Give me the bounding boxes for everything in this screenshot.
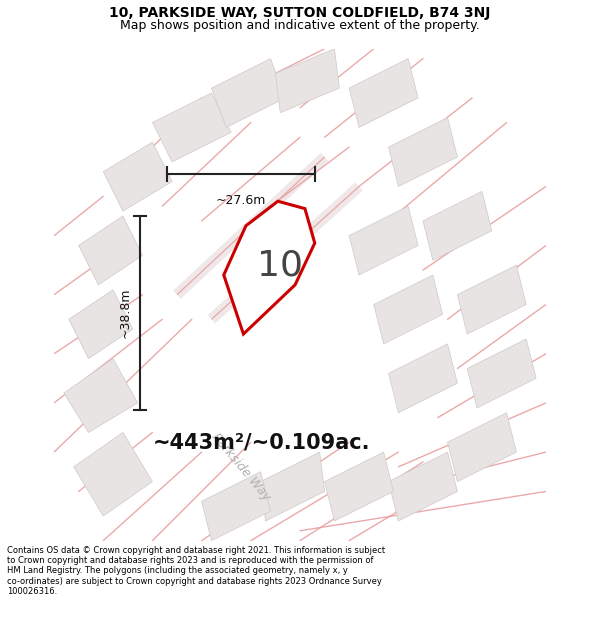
Polygon shape <box>79 216 143 285</box>
Text: Map shows position and indicative extent of the property.: Map shows position and indicative extent… <box>120 19 480 32</box>
Text: 10, PARKSIDE WAY, SUTTON COLDFIELD, B74 3NJ: 10, PARKSIDE WAY, SUTTON COLDFIELD, B74 … <box>109 6 491 20</box>
Polygon shape <box>349 206 418 275</box>
Text: ~27.6m: ~27.6m <box>216 194 266 207</box>
Text: Contains OS data © Crown copyright and database right 2021. This information is : Contains OS data © Crown copyright and d… <box>7 546 385 596</box>
Polygon shape <box>389 452 457 521</box>
Polygon shape <box>103 142 172 211</box>
Polygon shape <box>389 344 457 412</box>
Polygon shape <box>224 201 315 334</box>
Polygon shape <box>448 412 517 482</box>
Polygon shape <box>423 191 492 260</box>
Polygon shape <box>457 265 526 334</box>
Polygon shape <box>275 49 340 112</box>
Text: ~443m²/~0.109ac.: ~443m²/~0.109ac. <box>152 432 370 452</box>
Polygon shape <box>74 432 152 516</box>
Text: 10: 10 <box>257 248 304 282</box>
Polygon shape <box>349 59 418 127</box>
Polygon shape <box>64 359 137 432</box>
Polygon shape <box>260 452 325 521</box>
Polygon shape <box>325 452 394 521</box>
Text: ~38.8m: ~38.8m <box>119 288 132 338</box>
Polygon shape <box>152 93 231 162</box>
Polygon shape <box>389 118 457 186</box>
Text: Parkside Way: Parkside Way <box>209 431 273 503</box>
Polygon shape <box>69 290 133 359</box>
Polygon shape <box>202 472 271 541</box>
Polygon shape <box>467 339 536 408</box>
Polygon shape <box>211 59 285 127</box>
Polygon shape <box>374 275 443 344</box>
